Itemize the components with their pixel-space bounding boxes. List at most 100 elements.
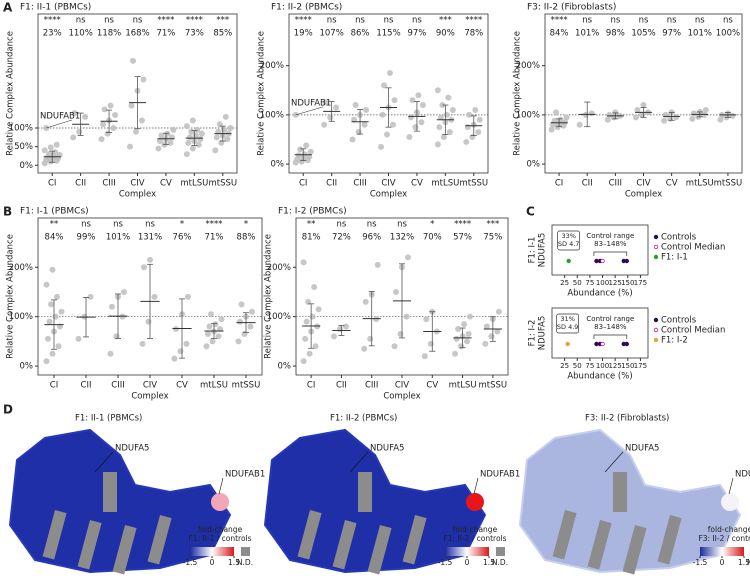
na-swatch <box>496 547 505 556</box>
x-tick-label: CIII <box>353 179 366 189</box>
data-point <box>53 141 60 148</box>
data-point <box>70 134 77 141</box>
x-tick-label: mtLSU <box>431 179 459 189</box>
legend-label: F1: I-1 <box>661 253 688 263</box>
data-point <box>46 318 53 325</box>
data-point <box>330 333 337 340</box>
data-point <box>185 293 191 300</box>
structure-label: NDUFA5 <box>625 444 659 454</box>
data-point <box>588 110 595 117</box>
structure <box>263 428 487 574</box>
data-point <box>306 350 313 357</box>
data-point <box>384 131 390 138</box>
value-label: 71% <box>156 29 175 39</box>
data-point <box>612 109 619 116</box>
data-point <box>49 350 56 357</box>
significance: **** <box>551 16 568 26</box>
data-point <box>472 106 479 113</box>
data-point <box>565 341 570 347</box>
data-point <box>453 335 460 342</box>
data-point <box>112 111 119 118</box>
data-point <box>393 288 399 295</box>
x-tick-label: 25 <box>560 362 569 370</box>
data-point <box>41 147 48 154</box>
significance: * <box>244 220 248 230</box>
data-point <box>495 308 502 315</box>
legend-title: fold-change <box>198 525 243 534</box>
structure-highlight <box>721 493 739 511</box>
value-label: 81% <box>302 233 321 243</box>
data-point <box>363 106 370 113</box>
colorbar-tick-label: 1.5 <box>228 558 240 567</box>
data-point <box>305 298 312 305</box>
data-point <box>446 129 453 136</box>
x-tick-label: 100 <box>596 279 609 287</box>
data-point <box>624 341 629 347</box>
significance: ns <box>639 16 649 26</box>
data-point <box>336 326 343 333</box>
data-point <box>409 97 416 104</box>
significance: ns <box>723 16 733 26</box>
data-point <box>436 124 443 131</box>
data-point <box>553 109 560 116</box>
data-point <box>443 111 450 118</box>
value-label: 75% <box>483 233 502 243</box>
data-point <box>213 134 220 141</box>
data-point <box>215 333 222 340</box>
data-point <box>55 343 62 350</box>
data-point <box>576 121 583 128</box>
patient-label: 31% <box>560 315 574 323</box>
significance: ns <box>355 16 365 26</box>
colorbar <box>190 547 234 556</box>
legend-title: fold-change <box>453 525 498 534</box>
significance: ns <box>327 16 337 26</box>
colorbar-tick-label: -1.5 <box>693 558 708 567</box>
value-label: 105% <box>631 29 655 39</box>
significance: *** <box>216 16 229 26</box>
legend-subtitle: F1: II-1 / controls <box>188 534 251 543</box>
data-point <box>87 293 94 300</box>
data-point <box>661 117 668 124</box>
data-point <box>139 117 145 124</box>
x-tick-label: 75 <box>585 279 594 287</box>
data-point <box>418 119 425 126</box>
x-tick-label: CII <box>75 179 86 189</box>
data-point <box>171 355 178 362</box>
value-label: 110% <box>68 29 92 39</box>
data-point <box>467 313 474 320</box>
data-point <box>307 148 314 155</box>
structure-helix <box>657 514 682 565</box>
value-label: 84% <box>45 233 64 243</box>
structure-helix <box>587 520 612 570</box>
structure-helix <box>42 509 67 560</box>
data-point <box>333 104 340 111</box>
data-point <box>717 116 724 123</box>
label-line <box>473 477 479 495</box>
x-tick-label: mtSSU <box>459 179 488 189</box>
data-point <box>47 144 54 151</box>
colorbar <box>700 547 744 556</box>
y-tick-label: 100% <box>9 312 33 322</box>
x-tick-label: CII <box>582 179 593 189</box>
significance: **** <box>157 16 174 26</box>
data-point <box>222 113 229 120</box>
value-label: 88% <box>237 233 256 243</box>
patient-label: SD 4.9 <box>557 323 579 331</box>
significance: ns <box>610 16 620 26</box>
data-point <box>195 141 202 148</box>
structure-helix <box>297 509 322 560</box>
colorbar <box>445 547 489 556</box>
legend-label: Control Median <box>661 243 725 253</box>
x-tick-label: CV <box>176 381 188 391</box>
x-tick-label: 50 <box>573 279 582 287</box>
data-point <box>209 338 216 345</box>
data-point <box>297 146 304 153</box>
data-point <box>311 284 318 291</box>
x-tick-label: CII <box>336 381 347 391</box>
x-tick-label: CV <box>160 179 172 189</box>
panel-label: B <box>3 205 12 219</box>
value-label: 132% <box>390 233 414 243</box>
data-point <box>237 318 243 325</box>
data-point <box>98 136 105 143</box>
data-point <box>121 288 127 295</box>
